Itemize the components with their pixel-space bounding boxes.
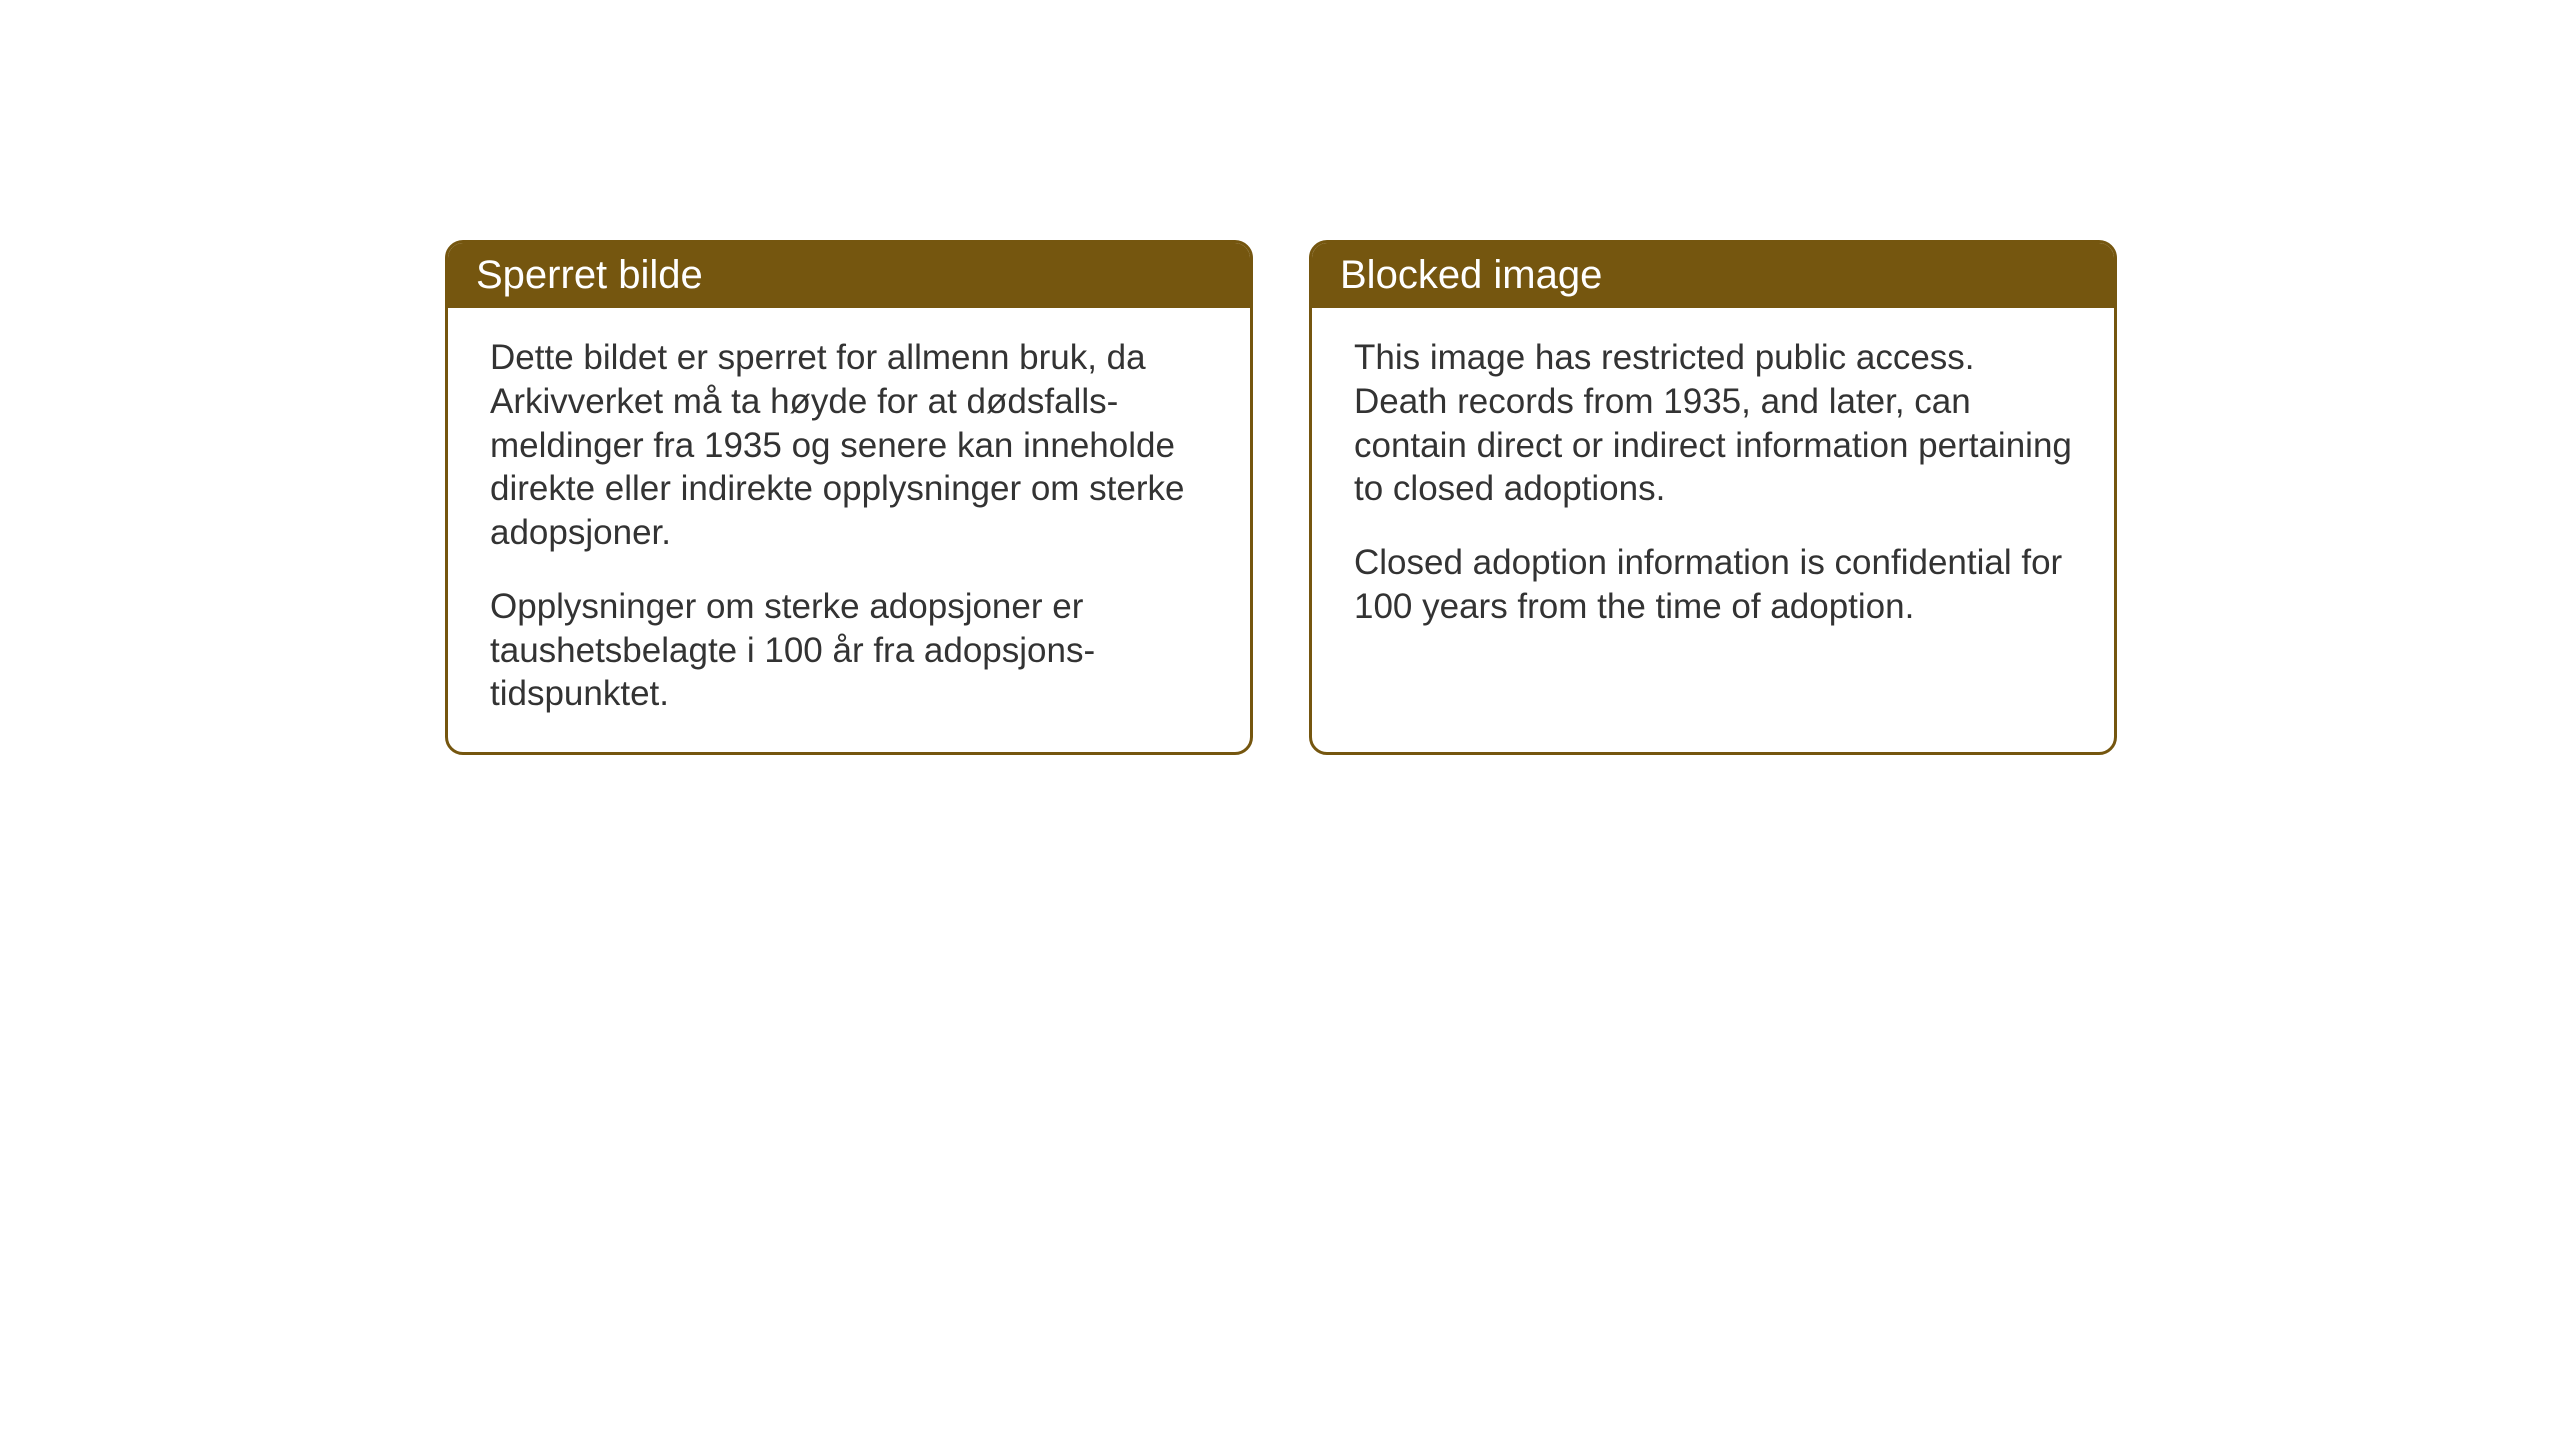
card-english-title: Blocked image [1340,253,1602,297]
card-norwegian-body: Dette bildet er sperret for allmenn bruk… [448,308,1250,752]
card-norwegian-paragraph-2: Opplysninger om sterke adopsjoner er tau… [490,585,1208,716]
card-english-header: Blocked image [1312,243,2114,308]
card-norwegian: Sperret bilde Dette bildet er sperret fo… [445,240,1253,755]
card-english: Blocked image This image has restricted … [1309,240,2117,755]
card-english-body: This image has restricted public access.… [1312,308,2114,665]
cards-container: Sperret bilde Dette bildet er sperret fo… [445,240,2117,755]
card-norwegian-header: Sperret bilde [448,243,1250,308]
card-norwegian-paragraph-1: Dette bildet er sperret for allmenn bruk… [490,336,1208,555]
card-english-paragraph-2: Closed adoption information is confident… [1354,541,2072,629]
card-norwegian-title: Sperret bilde [476,253,703,297]
card-english-paragraph-1: This image has restricted public access.… [1354,336,2072,511]
